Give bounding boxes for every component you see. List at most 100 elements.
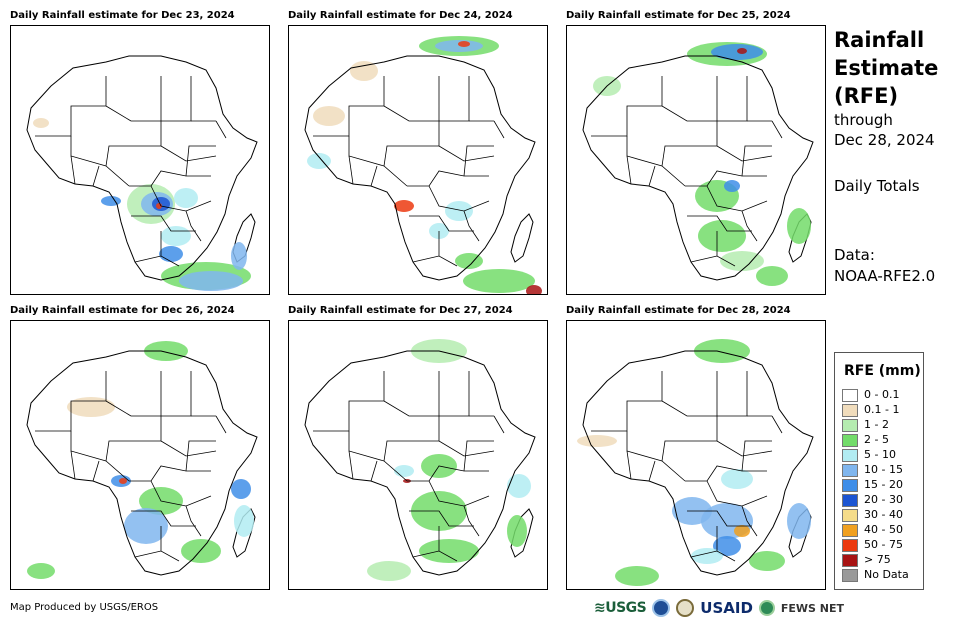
country-border <box>134 550 180 562</box>
country-border <box>661 121 718 167</box>
rainfall-patch <box>367 561 411 581</box>
country-border <box>493 415 505 434</box>
country-border <box>92 460 100 482</box>
map-title: Rainfall Estimate (RFE) <box>834 26 938 110</box>
rainfall-patch <box>435 40 483 52</box>
country-border <box>150 185 212 212</box>
legend-swatch <box>842 568 858 582</box>
country-border <box>92 165 100 187</box>
rainfall-patch <box>787 208 811 244</box>
rainfall-panel-dec-25: Daily Rainfall estimate for Dec 25, 2024 <box>566 10 826 295</box>
country-border <box>383 121 440 167</box>
country-border <box>215 415 227 434</box>
legend-item: 50 - 75 <box>842 538 903 552</box>
legend-swatch <box>842 463 858 477</box>
legend-swatch <box>842 388 858 402</box>
country-border <box>348 155 354 185</box>
rainfall-patch <box>33 118 49 128</box>
country-border <box>185 210 202 242</box>
country-border <box>493 120 505 139</box>
rainfall-map <box>288 320 548 590</box>
rainfall-patch <box>124 508 168 544</box>
legend-item: No Data <box>842 568 909 582</box>
rainfall-map <box>288 25 548 295</box>
country-border <box>105 371 162 417</box>
country-border <box>716 145 773 162</box>
rainfall-panel-dec-23: Daily Rainfall estimate for Dec 23, 2024 <box>10 10 270 295</box>
rainfall-patch <box>101 196 121 206</box>
country-border <box>438 145 495 162</box>
usaid-logo: USAID <box>700 599 753 617</box>
rainfall-patch <box>698 220 746 252</box>
country-border <box>160 440 217 457</box>
rainfall-patch <box>119 478 127 484</box>
country-border <box>741 145 772 177</box>
country-border <box>648 165 656 187</box>
legend-label: 10 - 15 <box>864 463 903 476</box>
rainfall-panel-dec-26: Daily Rainfall estimate for Dec 26, 2024 <box>10 305 270 590</box>
rainfall-patch <box>27 563 55 579</box>
rainfall-patch <box>67 397 115 417</box>
rainfall-patch <box>231 479 251 499</box>
country-border <box>771 120 783 139</box>
noaa-logo <box>652 599 671 617</box>
country-border <box>648 460 656 482</box>
legend-swatch <box>842 508 858 522</box>
legend-item: 30 - 40 <box>842 508 903 522</box>
legend-item: 1 - 2 <box>842 418 889 432</box>
country-border <box>685 465 767 482</box>
panel-title: Daily Rainfall estimate for Dec 27, 2024 <box>288 305 513 316</box>
country-border <box>70 431 130 482</box>
country-border <box>463 210 480 242</box>
legend-swatch <box>842 478 858 492</box>
rainfall-patch <box>724 180 740 192</box>
country-border <box>215 120 227 139</box>
rainfall-patch <box>749 551 785 571</box>
country-border <box>741 210 758 242</box>
country-border <box>313 371 385 432</box>
country-border <box>185 505 202 537</box>
country-border <box>105 416 162 462</box>
rainfall-patch <box>463 269 535 293</box>
rainfall-patch <box>161 226 191 246</box>
legend-swatch <box>842 553 858 567</box>
africa-landmass <box>27 56 257 280</box>
legend-label: No Data <box>864 568 909 581</box>
country-border <box>383 416 440 462</box>
country-border <box>370 460 378 482</box>
rainfall-patch <box>691 548 723 564</box>
legend-item: 5 - 10 <box>842 448 896 462</box>
country-border <box>463 440 494 472</box>
rainfall-patch <box>615 566 659 586</box>
africa-coastline <box>304 55 536 281</box>
rainfall-panel-dec-27: Daily Rainfall estimate for Dec 27, 2024 <box>288 305 548 590</box>
legend-swatch <box>842 523 858 537</box>
country-border <box>428 185 490 212</box>
rainfall-patch <box>507 515 527 547</box>
africa-coastline <box>582 55 814 281</box>
africa-coastline <box>304 350 536 576</box>
rainfall-patch <box>577 435 617 447</box>
country-border <box>690 255 736 267</box>
rainfall-patch <box>144 341 188 361</box>
country-border <box>687 215 752 232</box>
legend-swatch <box>842 433 858 447</box>
legend-swatch <box>842 538 858 552</box>
legend-label: 5 - 10 <box>864 448 896 461</box>
rainfall-panel-dec-28: Daily Rainfall estimate for Dec 28, 2024 <box>566 305 826 590</box>
totals-label: Daily Totals <box>834 177 920 195</box>
country-border <box>591 371 663 432</box>
rainfall-patch <box>179 271 243 291</box>
rainfall-patch <box>394 200 414 212</box>
africa-coastline <box>26 350 258 576</box>
country-border <box>706 185 768 212</box>
fews-net-logo: FEWS NET <box>780 601 845 615</box>
country-border <box>741 440 772 472</box>
rainfall-patch <box>694 339 750 363</box>
africa-landmass <box>305 56 535 280</box>
country-border <box>313 76 385 137</box>
country-border <box>661 76 718 122</box>
legend-swatch <box>842 448 858 462</box>
country-border <box>409 215 474 232</box>
country-border <box>35 371 107 432</box>
